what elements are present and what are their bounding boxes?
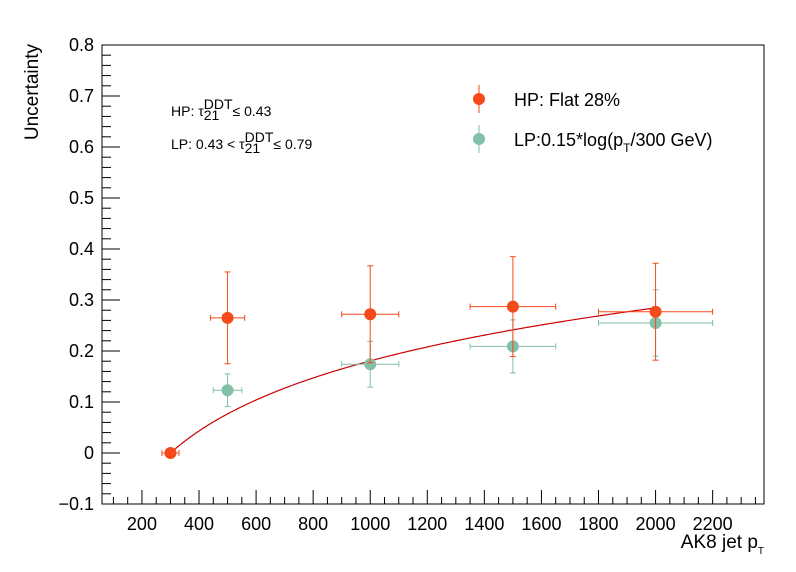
y-tick-label: 0.7: [69, 86, 94, 106]
data-point: [649, 305, 662, 318]
legend-entry-hp: HP: Flat 28%: [473, 85, 620, 113]
y-tick-label: 0.8: [69, 35, 94, 55]
legend-label-main: LP:0.15*log(p: [514, 130, 623, 150]
data-point: [221, 311, 234, 324]
data-point: [221, 384, 234, 397]
x-tick-label: 800: [298, 514, 328, 534]
data-point: [364, 308, 377, 321]
x-axis-title: AK8 jet pT: [681, 532, 764, 557]
plot-border: [101, 44, 765, 505]
legend-marker: [473, 93, 485, 105]
y-tick-label: 0.4: [69, 239, 94, 259]
annotation-sup: DDT: [245, 129, 274, 145]
x-tick-label: 2000: [636, 514, 676, 534]
legend-label: LP:0.15*log(pT/300 GeV): [514, 130, 712, 155]
x-tick-label: 1000: [350, 514, 390, 534]
x-tick-label: 600: [241, 514, 271, 534]
annotation-text: HP: τ: [171, 103, 204, 119]
annotation-sup: DDT: [204, 96, 233, 112]
y-tick-label: 0: [84, 443, 94, 463]
x-axis-title-main: AK8 jet p: [681, 532, 758, 553]
x-tick-label: 2200: [693, 514, 733, 534]
legend-label-sub: T: [623, 141, 631, 155]
legend-label-rest: /300 GeV): [630, 130, 712, 150]
y-tick-label: 0.1: [69, 392, 94, 412]
legend-label-main: HP: Flat 28%: [514, 90, 620, 110]
annotation-sub: 21: [245, 140, 261, 156]
annotation-prefix: HP: τ: [171, 103, 204, 119]
hp-series: [161, 256, 714, 459]
legend-entry-lp: LP:0.15*log(pT/300 GeV): [473, 125, 712, 155]
y-tick-label: 0.5: [69, 188, 94, 208]
legend-label: HP: Flat 28%: [514, 90, 620, 110]
y-tick-label: 0.2: [69, 341, 94, 361]
legend-marker: [473, 133, 485, 145]
x-tick-label: 1600: [521, 514, 561, 534]
x-tick-label: 1200: [407, 514, 447, 534]
y-axis-title: Uncertainty: [22, 44, 43, 141]
annotation-sub: 21: [204, 107, 220, 123]
y-axis: −0.1 0 0.1 0.2 0.3 0.4 0.5 0.6 0.7 0.8: [58, 35, 120, 514]
y-tick-label: −0.1: [58, 494, 94, 514]
annotation-prefix: LP: 0.43 < τ: [171, 136, 245, 152]
x-tick-label: 1400: [464, 514, 504, 534]
fit-curve: [170, 307, 656, 454]
x-tick-label: 200: [127, 514, 157, 534]
annotation-text: LP: 0.43 < τ: [171, 136, 245, 152]
series-layer: [161, 256, 714, 459]
x-tick-label: 1800: [578, 514, 618, 534]
y-tick-label: 0.3: [69, 290, 94, 310]
fit-curve-layer: [170, 307, 656, 454]
x-tick-label: 400: [184, 514, 214, 534]
annotation-suffix: ≤ 0.79: [273, 136, 312, 152]
plot-frame: [101, 44, 765, 505]
legend: HP: Flat 28% LP:0.15*log(pT/300 GeV): [473, 85, 712, 155]
data-point: [506, 300, 519, 313]
x-axis: 200 400 600 800 1000 1200 1400 1600 1800 2000 2200: [112, 490, 756, 534]
x-axis-title-sub: T: [758, 546, 764, 557]
annotation-suffix: ≤ 0.43: [233, 103, 272, 119]
y-tick-label: 0.6: [69, 137, 94, 157]
data-point: [164, 447, 177, 459]
data-point: [364, 358, 377, 371]
